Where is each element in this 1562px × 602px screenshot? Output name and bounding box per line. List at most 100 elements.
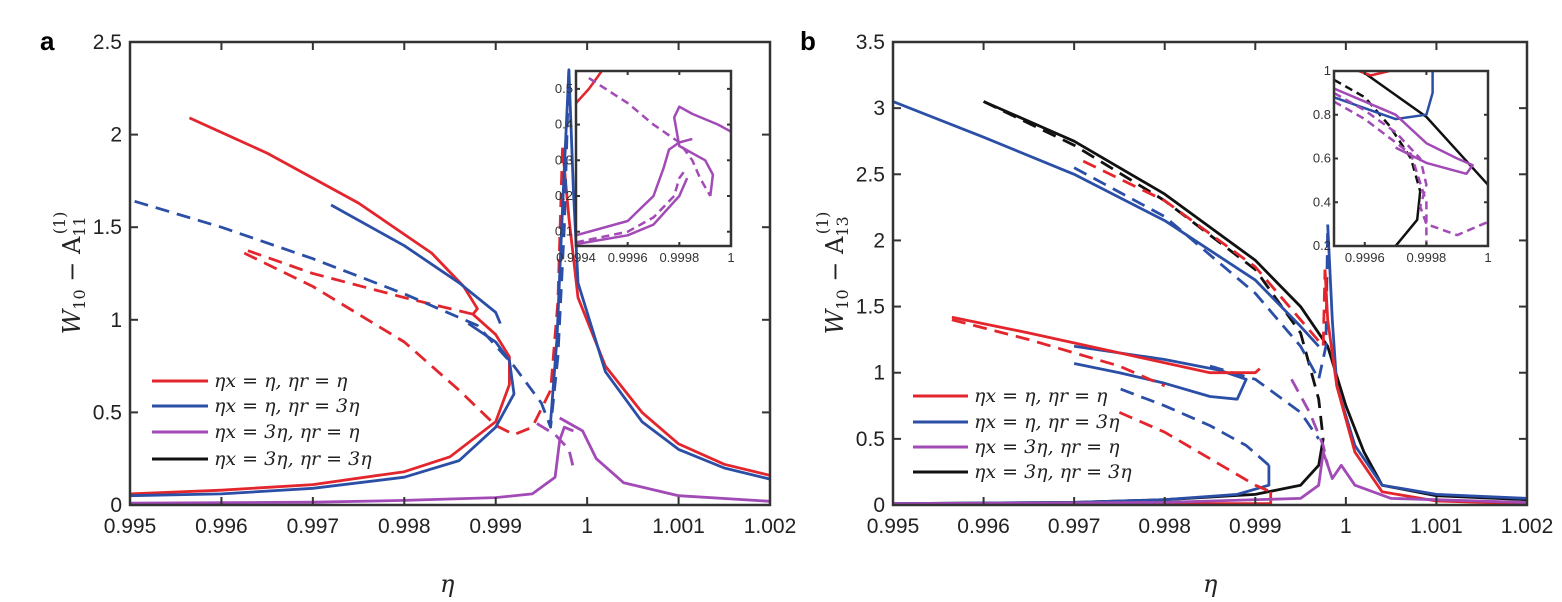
y-tick-label: 0.2 bbox=[1313, 238, 1331, 253]
series-line bbox=[1334, 91, 1488, 237]
svg-text:ηx = η, ηr = η: ηx = η, ηr = η bbox=[214, 370, 348, 392]
legend-entry: ηx = η, ηr = 3η bbox=[913, 411, 1120, 433]
series-line bbox=[576, 137, 693, 237]
y-tick-label: 2 bbox=[873, 229, 885, 252]
series-line bbox=[1334, 87, 1474, 176]
series-line bbox=[951, 315, 1261, 375]
legend: ηx = η, ηr = η ηx = η, ηr = 3η ηx = 3η, … bbox=[913, 385, 1132, 483]
panel-label: b bbox=[800, 26, 816, 56]
series-line bbox=[330, 203, 502, 325]
x-tick-label: 0.9996 bbox=[608, 250, 648, 265]
series-line bbox=[130, 313, 511, 496]
y-tick-label: 0.5 bbox=[555, 81, 573, 96]
svg-text:ηx = 3η, ηr = η: ηx = 3η, ηr = η bbox=[214, 421, 360, 443]
x-tick-label: 0.997 bbox=[287, 515, 340, 538]
legend-entry: ηx = η, ηr = 3η bbox=[152, 395, 360, 417]
series bbox=[893, 100, 1527, 505]
y-tick-label: 2 bbox=[110, 124, 122, 147]
series-line bbox=[1082, 159, 1327, 348]
legend-entry: ηx = 3η, ηr = η bbox=[152, 421, 360, 443]
y-tick-label: 1 bbox=[873, 362, 885, 385]
y-tick-label: 2.5 bbox=[93, 31, 122, 54]
series-line bbox=[243, 248, 474, 316]
y-tick-label: 0.5 bbox=[93, 401, 122, 424]
y-tick-label: 2.5 bbox=[856, 163, 885, 186]
series-line bbox=[576, 170, 686, 244]
y-tick-label: 3.5 bbox=[856, 31, 885, 54]
series-line bbox=[130, 322, 516, 498]
series-line bbox=[561, 147, 770, 477]
y-tick-label: 0.4 bbox=[555, 117, 573, 132]
x-tick-label: 0.9994 bbox=[556, 250, 596, 265]
series-line bbox=[1334, 78, 1422, 192]
series-line bbox=[1323, 269, 1527, 505]
legend: ηx = η, ηr = η ηx = η, ηr = 3η ηx = 3η, … bbox=[152, 370, 372, 470]
x-tick-label: 0.998 bbox=[378, 515, 431, 538]
panel-b: 0.995 0.996 0.997 0.998 0.999 1 1.001 1.002 0 0.5… bbox=[800, 26, 1553, 598]
series-line bbox=[130, 425, 574, 505]
x-tick-label: 1.002 bbox=[744, 515, 797, 538]
series-line bbox=[1358, 71, 1390, 77]
inset-background bbox=[576, 71, 731, 246]
series-line bbox=[1118, 411, 1272, 494]
series-line bbox=[893, 100, 1320, 348]
series-line bbox=[1290, 378, 1330, 466]
series-line bbox=[576, 71, 603, 104]
y-tick-label: 0.2 bbox=[555, 188, 573, 203]
x-tick-label: 0.9998 bbox=[1407, 250, 1447, 265]
series-line bbox=[1073, 344, 1248, 401]
x-tick-label: 1 bbox=[1484, 250, 1491, 265]
y-tick-label: 0.6 bbox=[1313, 151, 1331, 166]
panel-a: 0.995 0.996 0.997 0.998 0.999 1 1.001 1.002 0 0.5… bbox=[40, 26, 796, 598]
legend-entry: ηx = η, ηr = η bbox=[913, 385, 1108, 407]
svg-text:ηx = η, ηr = 3η: ηx = η, ηr = 3η bbox=[974, 411, 1120, 433]
series-line bbox=[134, 69, 571, 429]
series-line bbox=[893, 450, 1527, 505]
series-line bbox=[982, 100, 1325, 440]
y-tick-label: 1 bbox=[110, 309, 122, 332]
series-line bbox=[576, 177, 689, 246]
y-tick-label: 3 bbox=[873, 97, 885, 120]
inset-axes: 0.9996 0.9998 1 0.2 0.4 0.6 0.8 1 bbox=[1313, 63, 1492, 265]
x-axis-label: η bbox=[440, 570, 455, 598]
y-tick-label: 1 bbox=[1324, 63, 1331, 78]
axes-frame bbox=[891, 40, 1529, 507]
y-tick-label: 0.3 bbox=[555, 152, 573, 167]
svg-text:ηx = 3η, ηr = 3η: ηx = 3η, ηr = 3η bbox=[214, 448, 372, 470]
series-line bbox=[1073, 166, 1330, 381]
series-line bbox=[559, 416, 770, 503]
series bbox=[130, 68, 770, 505]
x-tick-label: 0.9998 bbox=[659, 250, 699, 265]
x-tick-label: 0.995 bbox=[867, 515, 920, 538]
series-line bbox=[672, 105, 731, 197]
inset-frame bbox=[574, 69, 733, 248]
series-line bbox=[1334, 100, 1428, 246]
inset-series bbox=[1334, 71, 1488, 246]
x-tick-label: 1 bbox=[727, 250, 734, 265]
series-line bbox=[243, 147, 564, 436]
series-line bbox=[188, 116, 479, 316]
x-tick-label: 0.997 bbox=[1048, 515, 1101, 538]
inset-axes: 0.9994 0.9996 0.9998 1 0.1 0.2 0.3 0.4 0.5 bbox=[555, 69, 735, 265]
x-tick-label: 0.996 bbox=[195, 515, 248, 538]
series-line bbox=[549, 68, 770, 481]
y-tick-label: 0.8 bbox=[1313, 107, 1331, 122]
inset-series bbox=[576, 71, 731, 246]
x-tick-label: 1 bbox=[1340, 515, 1352, 538]
x-tick-label: 0.999 bbox=[469, 515, 522, 538]
series-line bbox=[1394, 191, 1422, 246]
series-line bbox=[1118, 387, 1270, 467]
svg-text:ηx = 3η, ηr = η: ηx = 3η, ηr = η bbox=[974, 436, 1120, 458]
panel-label: a bbox=[40, 26, 55, 56]
x-tick-label: 1 bbox=[581, 515, 593, 538]
y-tick-label: 0.1 bbox=[555, 224, 573, 239]
x-axis-label: η bbox=[1203, 570, 1218, 598]
y-tick-label: 0.4 bbox=[1313, 194, 1331, 209]
x-tick-label: 0.995 bbox=[104, 515, 157, 538]
x-tick-label: 0.9996 bbox=[1345, 250, 1385, 265]
svg-text:ηx = η, ηr = 3η: ηx = η, ηr = 3η bbox=[214, 395, 360, 417]
x-tick-label: 0.998 bbox=[1138, 515, 1191, 538]
x-tick-label: 1.001 bbox=[1410, 515, 1463, 538]
series-line bbox=[1209, 364, 1320, 440]
x-tick-label: 0.999 bbox=[1229, 515, 1282, 538]
